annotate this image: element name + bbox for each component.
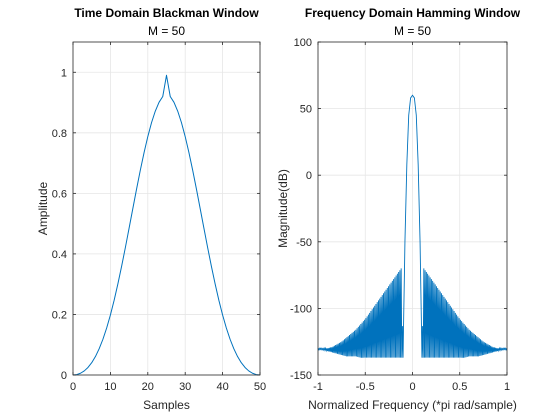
left-grid xyxy=(73,42,260,375)
right-y-tick-label: 0 xyxy=(306,170,312,182)
left-x-axis-label: Samples xyxy=(143,398,190,412)
left-y-tick-label: 0.8 xyxy=(52,128,67,140)
right-x-tick-label: -1 xyxy=(313,381,323,393)
right-chart-title: Frequency Domain Hamming Window xyxy=(305,6,521,20)
left-chart-title: Time Domain Blackman Window xyxy=(74,6,259,20)
left-x-tick-label: 40 xyxy=(216,381,228,393)
right-x-tick-label: 0.5 xyxy=(452,381,467,393)
right-ticks: -1 -0.5 0 0.5 1 -150 -100 -50 0 50 100 xyxy=(290,37,510,393)
right-x-tick-label: 0 xyxy=(409,381,415,393)
left-ticks: 0 10 20 30 40 50 0 0.2 0.4 0.6 0.8 1 xyxy=(52,42,266,393)
left-series xyxy=(72,74,261,376)
right-y-tick-label: -150 xyxy=(290,370,312,382)
left-chart-subtitle: M = 50 xyxy=(148,24,185,38)
left-y-tick-label: 0.2 xyxy=(52,309,67,321)
left-x-tick-label: 10 xyxy=(104,381,116,393)
left-y-tick-label: 0.4 xyxy=(52,249,67,261)
right-chart-subtitle: M = 50 xyxy=(394,24,431,38)
right-y-tick-label: -100 xyxy=(290,303,312,315)
right-x-tick-label: 1 xyxy=(504,381,510,393)
right-x-tick-label: -0.5 xyxy=(356,381,375,393)
right-y-axis-label: Magnitude(dB) xyxy=(276,169,290,248)
right-y-tick-label: 100 xyxy=(294,37,312,49)
left-x-tick-label: 50 xyxy=(254,381,266,393)
left-x-tick-label: 0 xyxy=(70,381,76,393)
left-y-tick-label: 1 xyxy=(61,67,67,79)
right-series xyxy=(317,94,508,358)
left-y-tick-label: 0 xyxy=(61,370,67,382)
left-axes-box xyxy=(72,41,261,376)
left-plot-background xyxy=(73,42,260,375)
left-y-axis-label: Amplitude xyxy=(36,182,50,236)
left-series-line-0 xyxy=(72,74,261,376)
time-domain-panel: 0 10 20 30 40 50 0 0.2 0.4 0.6 0.8 1 Time Domain Bl… xyxy=(36,6,266,412)
right-x-axis-label: Normalized Frequency (*pi rad/sample) xyxy=(308,398,517,412)
right-y-tick-label: -50 xyxy=(296,237,312,249)
left-y-tick-label: 0.6 xyxy=(52,188,67,200)
frequency-domain-panel: -1 -0.5 0 0.5 1 -150 -100 -50 0 50 100 Frequency D… xyxy=(276,6,521,412)
left-x-tick-label: 20 xyxy=(142,381,154,393)
left-x-tick-label: 30 xyxy=(179,381,191,393)
right-series-line-0 xyxy=(317,94,508,358)
right-grid xyxy=(318,42,507,375)
right-y-tick-label: 50 xyxy=(300,104,312,116)
